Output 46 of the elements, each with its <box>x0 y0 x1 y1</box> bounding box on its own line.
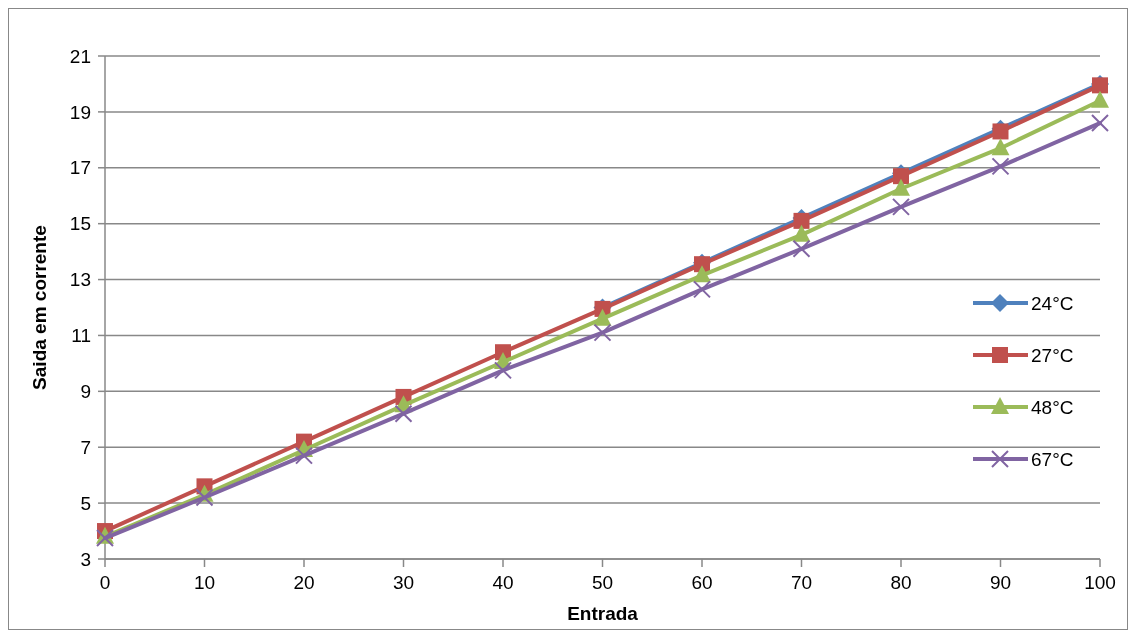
x-tick-label: 40 <box>492 572 514 593</box>
point <box>991 138 1010 156</box>
point <box>295 446 313 465</box>
y-tick-label: 3 <box>80 548 91 570</box>
point <box>96 529 114 548</box>
point <box>893 168 909 185</box>
point <box>792 224 811 242</box>
point <box>593 323 612 342</box>
legend-label: 27°C <box>1031 344 1074 366</box>
point <box>693 280 711 299</box>
point <box>693 265 711 283</box>
x-tick-label: 90 <box>989 572 1012 593</box>
x-tick-label: 70 <box>790 572 813 593</box>
point <box>195 488 214 507</box>
point <box>892 178 910 196</box>
legend-label: 48°C <box>1031 396 1074 418</box>
x-tick-label: 30 <box>392 572 415 593</box>
point <box>991 157 1010 176</box>
point <box>1091 114 1109 133</box>
point <box>992 123 1009 140</box>
point <box>394 404 413 423</box>
y-tick-label: 17 <box>69 157 91 179</box>
y-tick-label: 7 <box>80 436 91 458</box>
x-tick-label: 20 <box>293 572 315 593</box>
x-tick-label: 0 <box>99 572 111 593</box>
point <box>593 308 612 326</box>
legend-label: 24°C <box>1031 292 1074 314</box>
x-tick-label: 60 <box>691 572 713 593</box>
point <box>494 361 512 380</box>
x-tick-label: 100 <box>1084 572 1116 593</box>
point <box>1091 90 1109 108</box>
x-tick-label: 10 <box>193 572 216 593</box>
y-tick-label: 21 <box>69 45 91 67</box>
y-tick-label: 11 <box>71 325 91 347</box>
x-tick-label: 80 <box>890 572 912 593</box>
y-tick-label: 15 <box>69 213 91 235</box>
point <box>892 197 910 216</box>
y-tick-label: 9 <box>80 380 91 402</box>
y-tick-label: 5 <box>80 492 91 514</box>
x-tick-label: 50 <box>591 572 614 593</box>
legend-label: 67°C <box>1031 448 1074 470</box>
point <box>792 239 811 258</box>
y-tick-label: 19 <box>69 101 91 123</box>
y-tick-label: 13 <box>69 269 91 291</box>
x-axis-title: Entrada <box>567 603 639 624</box>
y-axis-title: Saida em corrente <box>29 225 50 390</box>
